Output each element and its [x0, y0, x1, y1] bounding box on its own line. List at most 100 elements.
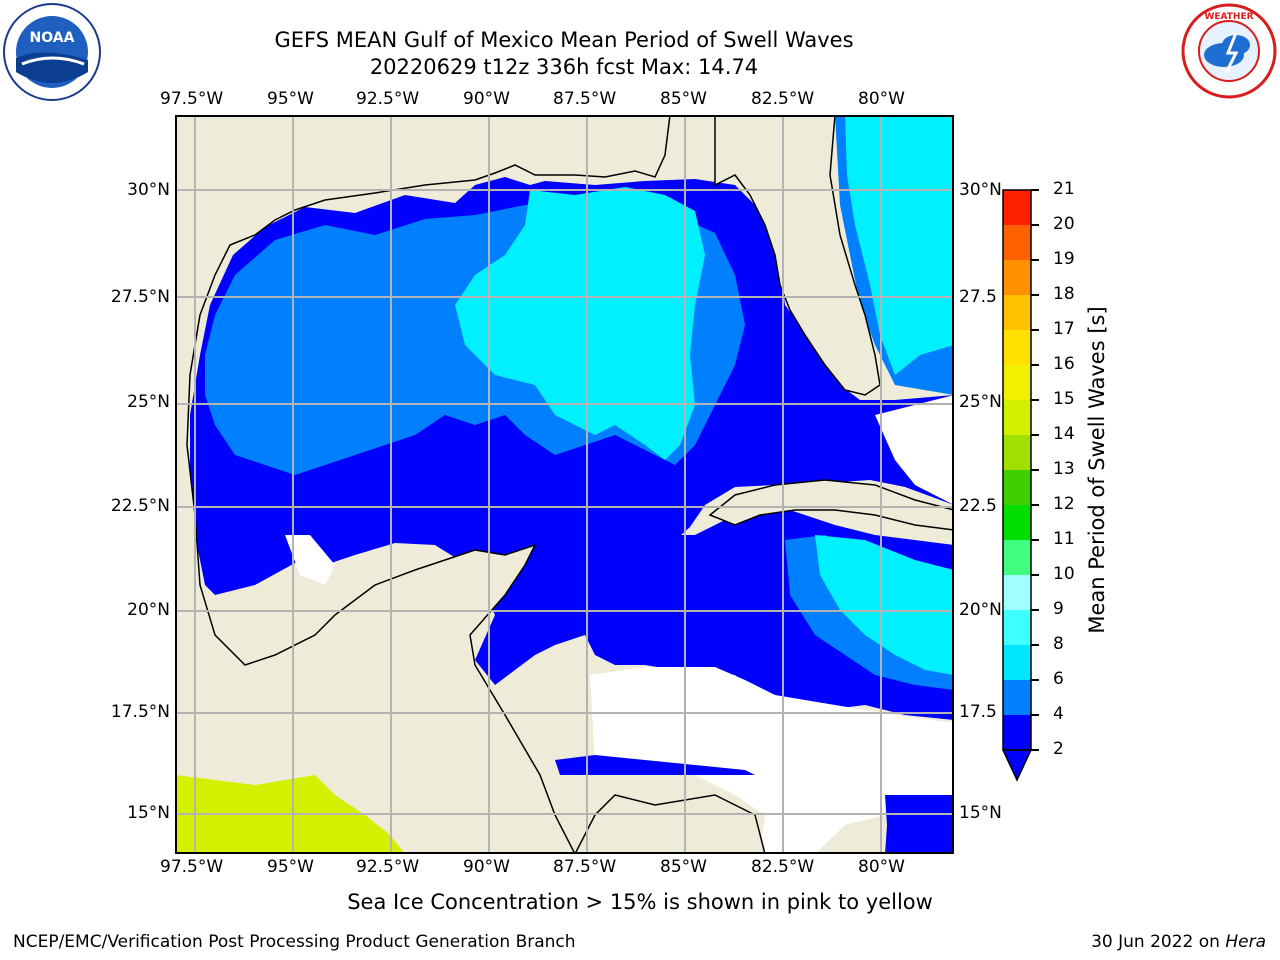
colorbar-tick-label: 18 [1053, 284, 1075, 304]
colorbar-extension [1001, 749, 1033, 782]
colorbar-tick-label: 14 [1053, 424, 1075, 444]
colorbar-tick-mark [1031, 574, 1039, 576]
footer-host: Hera [1225, 932, 1266, 952]
footer-credit: NCEP/EMC/Verification Post Processing Pr… [13, 932, 576, 952]
caribbean-swell-6-8s [815, 535, 954, 675]
colorbar-swatch [1003, 295, 1031, 330]
colorbar-tick-label: 9 [1053, 599, 1064, 619]
sea-ice-note: Sea Ice Concentration > 15% is shown in … [347, 890, 933, 914]
lat-label-left: 27.5°N [110, 287, 170, 307]
colorbar-swatch [1003, 715, 1031, 750]
lon-label-top: 85°W [660, 89, 707, 109]
lat-lon-grid [175, 115, 954, 854]
lon-label-top: 97.5°W [160, 89, 224, 109]
lat-label-left: 17.5°N [110, 702, 170, 722]
no-data-florida-straits [875, 395, 954, 505]
colorbar-tick-label: 2 [1053, 739, 1064, 759]
no-data-yucatan-patch [285, 535, 335, 585]
florida-swell-6-8s [845, 115, 954, 375]
gulf-swell-6-8s [455, 187, 705, 460]
colorbar-swatch [1003, 575, 1031, 610]
svg-text:WEATHER: WEATHER [1204, 12, 1253, 22]
colorbar-tick-mark [1031, 714, 1039, 716]
colorbar-tick-mark [1031, 364, 1039, 366]
colorbar-tick-mark [1031, 749, 1039, 751]
colorbar-tick-label: 12 [1053, 494, 1075, 514]
lat-label-left: 22.5°N [110, 496, 170, 516]
colorbar-swatch [1003, 225, 1031, 260]
colorbar-swatches [1001, 189, 1033, 782]
colorbar [1000, 184, 1040, 784]
colorbar-tick-label: 19 [1053, 249, 1075, 269]
lat-label-right: 30°N [959, 180, 1002, 200]
land-cuba [708, 479, 954, 531]
map-frame [175, 115, 954, 854]
lon-label-top: 95°W [267, 89, 314, 109]
lon-label-bottom: 80°W [858, 857, 905, 877]
colorbar-swatch [1003, 610, 1031, 645]
colorbar-tick-label: 15 [1053, 389, 1075, 409]
colorbar-tick-label: 10 [1053, 564, 1075, 584]
land-central-america [535, 794, 766, 854]
lon-label-bottom: 97.5°W [160, 857, 224, 877]
land-florida [714, 115, 954, 396]
colorbar-swatch [1003, 680, 1031, 715]
lon-label-top: 82.5°W [751, 89, 815, 109]
colorbar-swatch [1003, 400, 1031, 435]
colorbar-swatch [1003, 540, 1031, 575]
colorbar-tick-mark [1031, 399, 1039, 401]
colorbar-tick-mark [1031, 609, 1039, 611]
lon-label-top: 80°W [858, 89, 905, 109]
lat-label-right: 17.5 [959, 702, 997, 722]
colorbar-tick-label: 16 [1053, 354, 1075, 374]
footer-date: 30 Jun 2022 on Hera [1091, 932, 1266, 952]
lat-label-right: 15°N [959, 803, 1002, 823]
colorbar-tick-mark [1031, 294, 1039, 296]
colorbar-tick-label: 11 [1053, 529, 1075, 549]
national-weather-service-logo: WEATHER [1180, 3, 1278, 103]
colorbar-tick-label: 6 [1053, 669, 1064, 689]
lat-label-left: 25°N [127, 392, 170, 412]
colorbar-tick-mark [1031, 644, 1039, 646]
colorbar-tick-mark [1031, 329, 1039, 331]
colorbar-tick-label: 21 [1053, 179, 1075, 199]
colorbar-tick-mark [1031, 539, 1039, 541]
lon-label-bottom: 92.5°W [356, 857, 420, 877]
honduras-swell-2-4s [555, 755, 755, 775]
chart-title: GEFS MEAN Gulf of Mexico Mean Period of … [274, 28, 854, 52]
lon-label-bottom: 90°W [463, 857, 510, 877]
colorbar-tick-label: 20 [1053, 214, 1075, 234]
map-canvas [175, 115, 954, 854]
lat-label-right: 25°N [959, 392, 1002, 412]
lon-label-bottom: 87.5°W [553, 857, 617, 877]
colorbar-swatch [1003, 190, 1031, 225]
colorbar-swatch [1003, 365, 1031, 400]
svg-text:NOAA: NOAA [30, 30, 75, 46]
lat-label-right: 27.5 [959, 287, 997, 307]
lat-label-left: 30°N [127, 180, 170, 200]
colorbar-swatch [1003, 330, 1031, 365]
colorbar-tick-mark [1031, 504, 1039, 506]
lat-label-right: 20°N [959, 600, 1002, 620]
lon-label-top: 87.5°W [553, 89, 617, 109]
colorbar-tick-mark [1031, 679, 1039, 681]
colorbar-swatch [1003, 645, 1031, 680]
footer-date-text: 30 Jun 2022 on [1091, 932, 1220, 952]
colorbar-tick-label: 4 [1053, 704, 1064, 724]
colorbar-swatch [1003, 505, 1031, 540]
colorbar-tick-label: 8 [1053, 634, 1064, 654]
lat-label-right: 22.5 [959, 496, 997, 516]
map-panel[interactable] [175, 115, 954, 854]
noaa-logo: NOAA [2, 2, 102, 106]
colorbar-swatch [1003, 470, 1031, 505]
colorbar-tick-mark [1031, 434, 1039, 436]
colorbar-swatch [1003, 435, 1031, 470]
colorbar-tick-mark [1031, 469, 1039, 471]
lon-label-bottom: 95°W [267, 857, 314, 877]
chart-subtitle: 20220629 t12z 336h fcst Max: 14.74 [369, 55, 759, 79]
colorbar-tick-label: 13 [1053, 459, 1075, 479]
colorbar-tick-mark [1031, 189, 1039, 191]
colorbar-tick-mark [1031, 224, 1039, 226]
colorbar-swatch [1003, 260, 1031, 295]
colorbar-tick-label: 17 [1053, 319, 1075, 339]
